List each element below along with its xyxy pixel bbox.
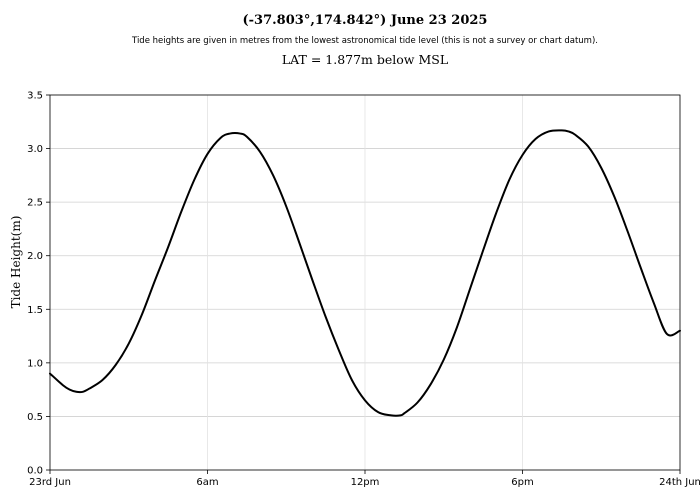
y-tick-label: 3.0 — [27, 144, 43, 155]
series-group — [49, 129, 681, 417]
x-tick-label: 23rd Jun — [29, 477, 71, 488]
y-tick-label: 0.5 — [27, 412, 43, 423]
x-tick-label: 6pm — [511, 477, 533, 488]
y-tick-label: 2.5 — [27, 198, 43, 209]
y-axis-label: Tide Height(m) — [9, 216, 23, 309]
y-tick-label: 3.5 — [27, 91, 43, 102]
y-tick-label: 0.0 — [27, 466, 43, 477]
grid-lines — [49, 94, 681, 471]
axis-ticks: 0.0 0.5 1.0 1.5 2.0 2.5 3.0 3.5 23rd Jun 6am 12pm 6… — [27, 91, 700, 489]
chart-subtitle: Tide heights are given in metres from th… — [131, 36, 598, 46]
chart-title: (-37.803°,174.842°) June 23 2025 — [243, 13, 488, 28]
y-tick-label: 2.0 — [27, 251, 43, 262]
x-tick-label: 12pm — [351, 477, 380, 488]
lat-annotation: LAT = 1.877m below MSL — [282, 52, 448, 67]
x-tick-label: 6am — [196, 477, 218, 488]
x-tick-label: 24th Jun — [659, 477, 700, 488]
tide-height-line — [49, 129, 681, 417]
y-tick-label: 1.5 — [27, 305, 43, 316]
y-tick-label: 1.0 — [27, 358, 43, 369]
